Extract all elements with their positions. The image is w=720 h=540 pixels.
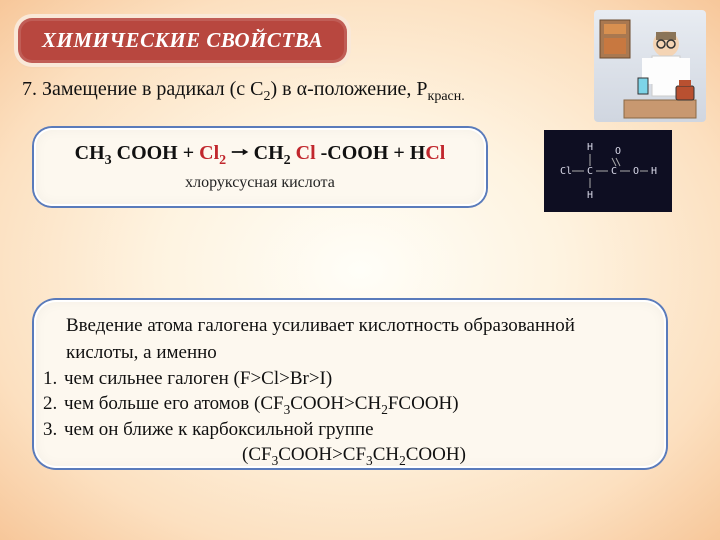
rf-p1: СН (75, 142, 105, 164)
li3bd: COOH) (406, 444, 466, 465)
info-list: чем сильнее галоген (F>Cl>Br>I) чем боль… (62, 367, 644, 469)
svg-text:H: H (587, 190, 593, 201)
rf-s1: 3 (105, 153, 112, 168)
info-li2: чем больше его атомов (CF3COOH>CH2FCOOH) (62, 392, 644, 418)
rf-p3: -СООН + Н (316, 142, 426, 164)
subtitle-text: 7. Замещение в радикал (с С (22, 78, 264, 100)
subtitle-sub1: 2 (264, 89, 271, 104)
title-badge: ХИМИЧЕСКИЕ СВОЙСТВА (18, 18, 347, 63)
rf-cl2a: Cl (199, 142, 219, 164)
info-li1: чем сильнее галоген (F>Cl>Br>I) (62, 367, 644, 392)
svg-text:H: H (651, 166, 657, 177)
info-li3b: (CF3COOH>CF3CH2COOH) (242, 443, 644, 469)
rf-p2: СООН + (112, 142, 200, 164)
svg-text:C: C (611, 166, 617, 177)
subtitle-sub2: красн. (428, 89, 465, 104)
rf-clc: Cl (425, 142, 445, 164)
svg-text:Cl: Cl (560, 166, 572, 177)
molecule-image: H O Cl C C O H H (544, 130, 672, 212)
rf-clb: Cl (296, 142, 316, 164)
info-intro2: кислоты, а именно (66, 341, 644, 366)
svg-text:O: O (633, 166, 639, 177)
reaction-label: хлоруксусная кислота (52, 174, 468, 192)
li2b: COOH>CH (290, 393, 381, 414)
li3ba: (CF (242, 444, 272, 465)
info-box: Введение атома галогена усиливает кислот… (34, 300, 666, 468)
li3bc: CH (373, 444, 399, 465)
scientist-illustration (594, 10, 706, 122)
svg-text:C: C (587, 166, 593, 177)
info-li3: чем он ближе к карбоксильной группе (CF 3… (62, 418, 644, 469)
li3bs2: 3 (366, 453, 373, 468)
li2c: FCOOH) (388, 393, 459, 414)
li2s2: 2 (381, 402, 388, 417)
li3a: чем он ближе к карбоксильной группе (64, 419, 374, 440)
rf-s2: 2 (284, 153, 291, 168)
svg-text:H: H (587, 142, 593, 153)
li3bb: COOH>CF (278, 444, 366, 465)
reaction-formula: СН3 СООН + Cl2 🠒 СН2 Cl -СООН + НCl (52, 140, 468, 170)
li2a: чем больше его атомов (CF (64, 393, 284, 414)
svg-text:O: O (615, 146, 621, 157)
li3bs3: 2 (399, 453, 406, 468)
info-intro1: Введение атома галогена усиливает кислот… (66, 314, 644, 339)
subtitle-mid: ) в α-положение, Р (271, 78, 428, 100)
subtitle: 7. Замещение в радикал (с С2) в α-положе… (22, 78, 465, 105)
reaction-box: СН3 СООН + Cl2 🠒 СН2 Cl -СООН + НCl хлор… (34, 128, 486, 206)
rf-arrow: 🠒 СН (226, 142, 283, 164)
